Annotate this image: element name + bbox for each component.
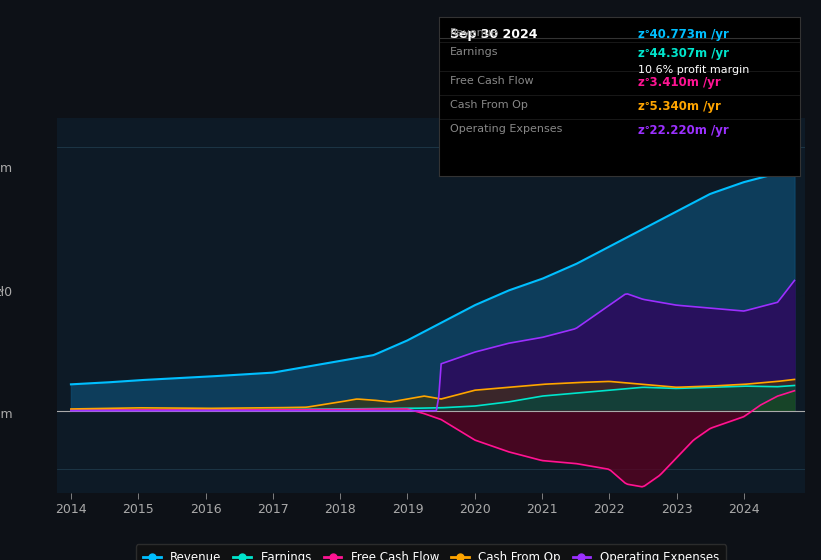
Text: Cash From Op: Cash From Op	[450, 100, 528, 110]
Text: Operating Expenses: Operating Expenses	[450, 124, 562, 134]
Text: zᐤ3.410m /yr: zᐤ3.410m /yr	[638, 76, 721, 89]
Text: Earnings: Earnings	[450, 47, 498, 57]
Text: Revenue: Revenue	[450, 28, 499, 38]
Text: zᐤ44.307m /yr: zᐤ44.307m /yr	[638, 47, 729, 60]
Text: -zł10m: -zł10m	[0, 408, 12, 421]
Legend: Revenue, Earnings, Free Cash Flow, Cash From Op, Operating Expenses: Revenue, Earnings, Free Cash Flow, Cash …	[136, 544, 726, 560]
Text: zł0: zł0	[0, 286, 12, 298]
Text: zᐤ5.340m /yr: zᐤ5.340m /yr	[638, 100, 721, 113]
Text: 10.6% profit margin: 10.6% profit margin	[638, 66, 750, 76]
Text: zᐤ22.220m /yr: zᐤ22.220m /yr	[638, 124, 729, 137]
Text: Free Cash Flow: Free Cash Flow	[450, 76, 534, 86]
Text: zᐤ40.773m /yr: zᐤ40.773m /yr	[638, 28, 729, 41]
Text: Sep 30 2024: Sep 30 2024	[450, 28, 538, 41]
Text: zł45m: zł45m	[0, 162, 12, 175]
